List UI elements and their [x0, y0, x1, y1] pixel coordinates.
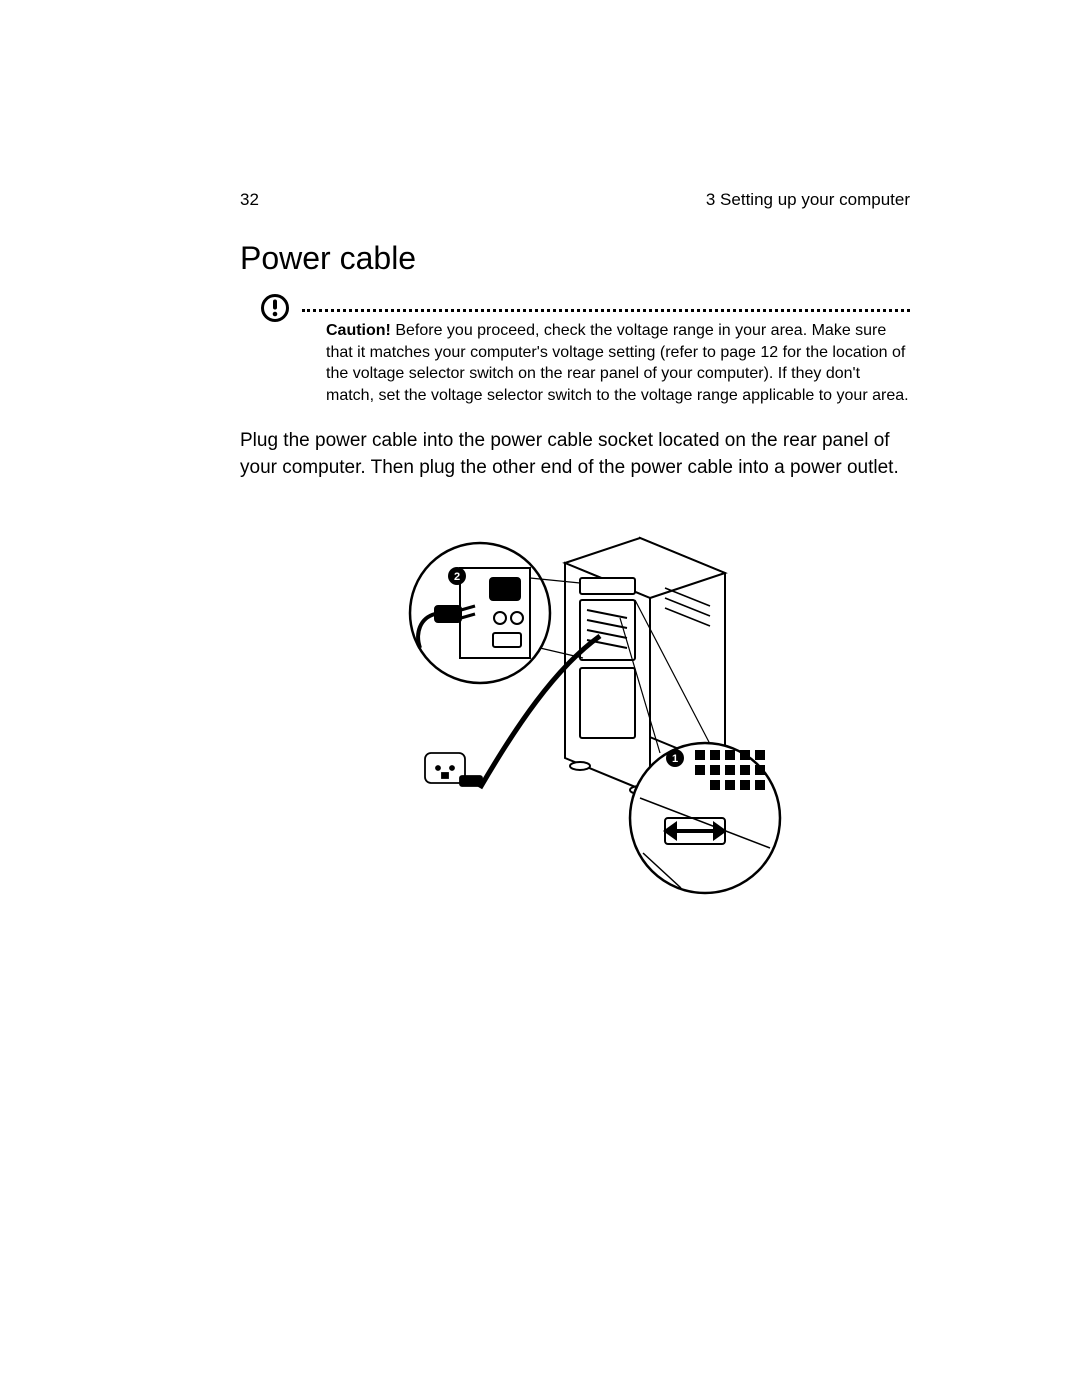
document-page: 32 3 Setting up your computer Power cabl…: [0, 0, 1080, 1397]
caution-block: Caution! Before you proceed, check the v…: [260, 295, 910, 406]
exclamation-circle-icon: [260, 293, 290, 328]
callout-badge-1: 1: [672, 753, 678, 765]
body-paragraph: Plug the power cable into the power cabl…: [240, 428, 910, 481]
power-cable-figure: 2: [365, 518, 785, 898]
section-title: Power cable: [240, 240, 910, 277]
chapter-label: 3 Setting up your computer: [706, 190, 910, 210]
caution-text: Caution! Before you proceed, check the v…: [302, 320, 910, 406]
page-number: 32: [240, 190, 259, 210]
caution-body: Before you proceed, check the voltage ra…: [326, 322, 909, 404]
caution-label: Caution!: [326, 322, 391, 339]
wall-outlet: [425, 753, 482, 786]
caution-text-wrap: Caution! Before you proceed, check the v…: [302, 295, 910, 406]
callout-2: 2: [410, 543, 583, 683]
running-head: 32 3 Setting up your computer: [240, 190, 910, 210]
callout-badge-2: 2: [454, 571, 460, 583]
caution-rule: [302, 309, 910, 312]
